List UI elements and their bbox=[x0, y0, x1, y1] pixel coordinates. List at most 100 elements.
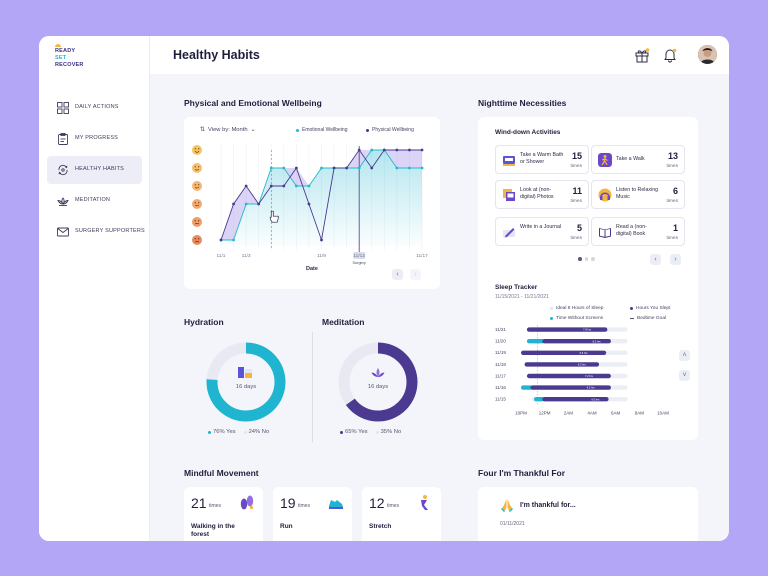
physical-point bbox=[294, 166, 298, 170]
surgery-label: Surgery bbox=[353, 261, 366, 265]
physical-point bbox=[345, 166, 349, 170]
slept-bar bbox=[521, 350, 607, 355]
mood-face-eye bbox=[194, 184, 196, 186]
x-tick-label: 11/1 bbox=[217, 253, 226, 259]
movement-card-walking[interactable]: 21 times Walking in the forest bbox=[184, 487, 263, 541]
sidebar-item-daily-actions[interactable]: DAILY ACTIONS bbox=[47, 94, 142, 122]
sleep-x-tick: 2AM bbox=[564, 411, 574, 416]
activity-music[interactable]: Listen to Relaxing Music 6 times bbox=[591, 180, 685, 209]
photos-icon bbox=[503, 189, 515, 201]
sleep-up-button[interactable]: ˄ bbox=[679, 350, 690, 361]
mood-face-mouth bbox=[194, 151, 200, 153]
pagination-dot[interactable] bbox=[584, 257, 588, 261]
legend-dot bbox=[375, 430, 379, 434]
activity-photos[interactable]: Look at (non-digital) Photos 11 times bbox=[495, 180, 589, 209]
emotional-point bbox=[408, 166, 411, 170]
physical-above-area bbox=[396, 150, 410, 168]
sidebar-item-meditation[interactable]: MEDITATION bbox=[47, 187, 142, 215]
hand-cursor-shape bbox=[269, 210, 279, 223]
physical-point bbox=[332, 166, 336, 170]
bell-icon[interactable] bbox=[662, 47, 678, 63]
slept-bar bbox=[526, 327, 608, 332]
activity-unit: times bbox=[570, 164, 582, 169]
physical-point bbox=[320, 238, 323, 242]
mood-face-eye bbox=[194, 238, 196, 240]
activity-walk[interactable]: Take a Walk 13 times bbox=[591, 145, 685, 174]
movement-card-run[interactable]: 19 times Run bbox=[273, 487, 352, 541]
mood-face-circle bbox=[192, 235, 202, 245]
activity-label: Write in a Journal bbox=[520, 224, 562, 230]
sleep-chart: 11/21 7.8 hrs 11/20 8.2 hrs 11/19 6.6 hrs 11/1… bbox=[495, 325, 669, 416]
physical-point bbox=[232, 202, 235, 206]
donut-yes-arc bbox=[206, 342, 286, 422]
sleep-down-button[interactable]: ˅ bbox=[679, 370, 690, 381]
activity-unit: times bbox=[666, 199, 678, 204]
movement-card-stretch[interactable]: 12 times Stretch bbox=[362, 487, 441, 541]
walk-icon bbox=[598, 153, 612, 167]
activity-unit: times bbox=[666, 236, 678, 241]
thankful-card[interactable]: I'm thankful for... 01/11/2021 bbox=[478, 487, 698, 541]
lotus-icon bbox=[57, 197, 69, 206]
activity-book[interactable]: Read a (non-digital) Book 1 times bbox=[591, 217, 685, 246]
meditation-legend: 65% Yes 35% No bbox=[340, 429, 401, 435]
emotional-point bbox=[282, 166, 286, 170]
activities-next-button[interactable]: › bbox=[670, 254, 681, 265]
bath-icon bbox=[503, 156, 515, 166]
avatar[interactable] bbox=[698, 45, 717, 64]
hydration-donut bbox=[206, 342, 286, 422]
mood-face-mouth bbox=[194, 240, 200, 243]
activity-label: Look at (non-digital) Photos bbox=[520, 187, 554, 200]
movement-label: Walking in the forest bbox=[191, 523, 235, 538]
hydration-center-label: 16 days bbox=[235, 384, 257, 390]
winddown-title: Wind-down Activities bbox=[495, 129, 561, 136]
sleep-title: Sleep Tracker bbox=[495, 284, 538, 291]
sort-icon: ⇅ bbox=[200, 127, 206, 133]
mood-face-eye bbox=[194, 166, 196, 168]
pagination-dot-active[interactable] bbox=[578, 257, 582, 261]
activity-count: 6 bbox=[672, 186, 678, 196]
logo-line-1: READY bbox=[55, 48, 76, 54]
page-title: Healthy Habits bbox=[173, 48, 260, 62]
activity-journal[interactable]: Write in a Journal 5 times bbox=[495, 217, 589, 246]
chart-prev-button[interactable]: ‹ bbox=[392, 269, 403, 280]
movement-count: 21 bbox=[191, 495, 207, 511]
activity-label: Take a Warm Bath or Shower bbox=[520, 152, 564, 165]
activity-count: 15 bbox=[571, 151, 582, 161]
activity-count: 5 bbox=[576, 223, 582, 233]
sidebar-item-label: SURGERY SUPPORTERS bbox=[75, 228, 145, 234]
sidebar-item-healthy-habits[interactable]: HEALTHY HABITS bbox=[47, 156, 142, 184]
emotional-point bbox=[232, 238, 235, 242]
mood-face-icon bbox=[192, 181, 202, 191]
chart-next-button[interactable]: › bbox=[410, 269, 421, 280]
mood-face-circle bbox=[192, 199, 202, 209]
mood-face-circle bbox=[192, 217, 202, 227]
sleep-row-date: 11/20 bbox=[495, 339, 506, 344]
legend-physical: Physical Wellbeing bbox=[366, 127, 414, 133]
gift-icon[interactable] bbox=[634, 47, 650, 63]
mood-face-icon bbox=[192, 235, 202, 245]
activity-count: 13 bbox=[667, 151, 678, 161]
logo[interactable]: READY SET RECOVER bbox=[55, 44, 95, 72]
activities-prev-button[interactable]: ‹ bbox=[650, 254, 661, 265]
thankful-date: 01/11/2021 bbox=[500, 521, 525, 527]
physical-point bbox=[282, 184, 286, 188]
surgery-tick-bg bbox=[353, 252, 366, 259]
thankful-card-title: I'm thankful for... bbox=[520, 502, 576, 509]
sleep-row-date: 11/21 bbox=[495, 327, 506, 332]
physical-point bbox=[408, 148, 411, 152]
activity-label: Read a (non-digital) Book bbox=[616, 224, 647, 237]
pagination-dot[interactable] bbox=[591, 257, 595, 261]
view-by-dropdown[interactable]: ⇅ View by: Month ⌄ bbox=[200, 126, 256, 134]
wellbeing-card: ⇅ View by: Month ⌄ Emotional Wellbeing P… bbox=[184, 117, 440, 289]
legend-no: 35% No bbox=[375, 429, 401, 435]
movement-unit: times bbox=[209, 503, 221, 509]
activity-count: 1 bbox=[672, 223, 678, 233]
legend-dash bbox=[630, 318, 634, 319]
screen-free-bar bbox=[526, 339, 545, 344]
activity-bath[interactable]: Take a Warm Bath or Shower 15 times bbox=[495, 145, 589, 174]
mood-face-icon bbox=[192, 145, 202, 155]
legend-label: Hours You Slept bbox=[636, 306, 671, 311]
sidebar-item-my-progress[interactable]: MY PROGRESS bbox=[47, 125, 142, 153]
physical-point bbox=[382, 148, 386, 152]
sidebar-item-surgery-supporters[interactable]: SURGERY SUPPORTERS bbox=[47, 218, 145, 246]
